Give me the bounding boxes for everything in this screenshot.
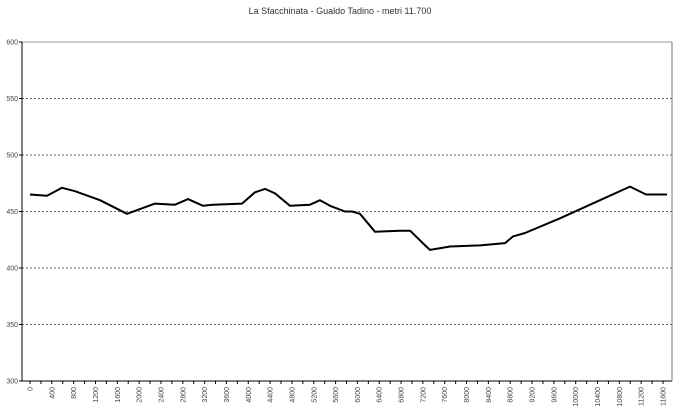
x-tick-label: 11200 <box>639 387 646 406</box>
x-tick-label: 10000 <box>573 387 580 407</box>
x-tick-label: 400 <box>49 387 56 399</box>
x-tick-label: 5200 <box>311 387 318 403</box>
x-tick-label: 4400 <box>268 387 275 403</box>
x-tick-label: 0 <box>28 387 35 391</box>
x-tick-label: 3600 <box>224 387 231 403</box>
x-tick-label: 8400 <box>486 387 493 403</box>
y-tick-label: 500 <box>6 153 18 160</box>
y-tick-label: 550 <box>6 96 18 103</box>
x-tick-label: 4800 <box>289 387 296 403</box>
x-tick-label: 7200 <box>420 387 427 403</box>
elevation-line <box>29 185 667 251</box>
x-tick-label: 3200 <box>202 387 209 403</box>
y-tick-label: 400 <box>6 266 18 273</box>
x-tick-label: 800 <box>71 387 78 399</box>
x-tick-label: 6800 <box>399 387 406 403</box>
y-tick-label: 600 <box>6 40 18 47</box>
x-tick-label: 4000 <box>246 387 253 403</box>
x-tick-label: 7600 <box>442 387 449 403</box>
chart-title: La Sfacchinata - Gualdo Tadino - metri 1… <box>248 6 432 16</box>
x-tick-label: 11600 <box>661 387 668 406</box>
y-tick-label: 350 <box>6 322 18 329</box>
x-tick-label: 1200 <box>93 387 100 403</box>
x-tick-label: 2400 <box>158 387 165 403</box>
x-tick-label: 10800 <box>617 387 624 407</box>
x-tick-label: 6000 <box>355 387 362 403</box>
y-tick-label: 450 <box>6 209 18 216</box>
x-tick-label: 6400 <box>377 387 384 403</box>
x-tick-label: 9200 <box>530 387 537 403</box>
x-tick-label: 1600 <box>115 387 122 403</box>
x-tick-label: 2000 <box>137 387 144 403</box>
x-tick-label: 8000 <box>464 387 471 403</box>
x-tick-label: 9600 <box>551 387 558 403</box>
x-tick-label: 2800 <box>180 387 187 403</box>
x-tick-label: 10400 <box>595 387 602 407</box>
x-tick-label: 5600 <box>333 387 340 403</box>
y-tick-label: 300 <box>6 379 18 386</box>
x-tick-label: 8800 <box>508 387 515 403</box>
